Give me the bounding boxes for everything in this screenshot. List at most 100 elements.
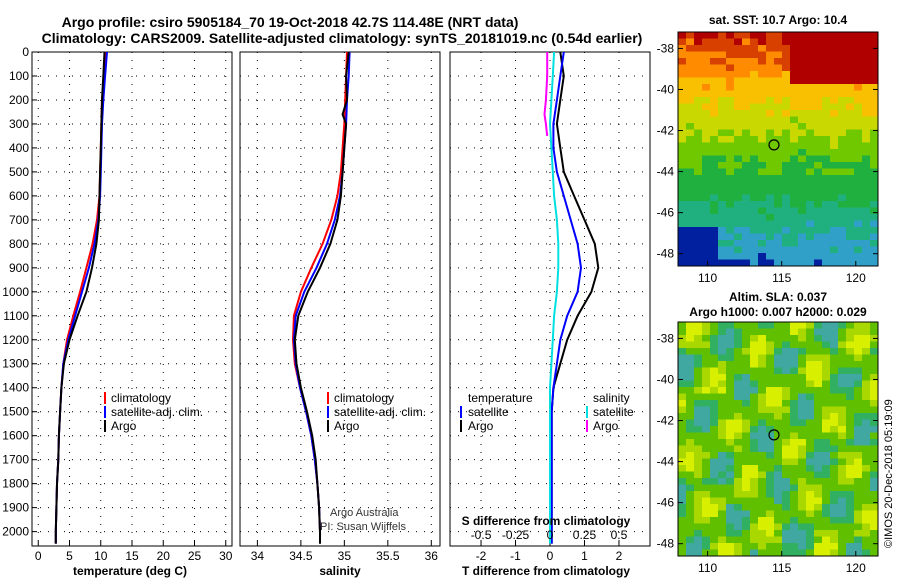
map-cell — [870, 188, 879, 195]
map-cell — [750, 536, 759, 544]
map-cell — [678, 452, 687, 459]
map-cell — [854, 348, 863, 355]
map-cell — [750, 439, 759, 446]
map-cell — [742, 201, 751, 208]
map-cell — [846, 465, 855, 472]
map-cell — [814, 393, 823, 401]
map-cell — [838, 220, 847, 228]
map-cell — [678, 341, 687, 349]
map-cell — [718, 484, 727, 492]
map-cell — [846, 77, 855, 85]
map-cell — [710, 497, 719, 505]
map-cell — [790, 523, 799, 531]
map-cell — [710, 400, 719, 407]
map-cell — [686, 439, 695, 446]
map-cell — [790, 246, 799, 254]
map-cell — [742, 322, 751, 329]
map-cell — [718, 458, 727, 466]
map-cell — [758, 149, 767, 156]
map-cell — [750, 181, 759, 189]
map-cell — [814, 335, 823, 342]
map-cell — [734, 71, 743, 78]
map-cell — [766, 510, 775, 518]
map-cell — [862, 484, 871, 492]
map-cell — [774, 361, 783, 368]
map-cell — [838, 142, 847, 150]
map-cell — [814, 168, 823, 176]
map-cell — [854, 188, 863, 195]
map-cell — [694, 253, 703, 260]
map-cell — [806, 97, 815, 104]
map-cell — [854, 341, 863, 349]
map-cell — [798, 45, 807, 52]
map-cell — [822, 406, 831, 414]
map-cell — [814, 380, 823, 388]
map-cell — [854, 393, 863, 401]
map-cell — [782, 439, 791, 446]
map-cell — [798, 97, 807, 104]
map-cell — [790, 458, 799, 466]
map-cell — [742, 328, 751, 336]
map-cell — [702, 361, 711, 368]
map-cell — [726, 240, 735, 247]
map-cell — [854, 97, 863, 104]
map-cell — [854, 77, 863, 85]
map-cell — [782, 543, 791, 550]
map-cell — [870, 227, 879, 234]
map-cell — [678, 354, 687, 362]
map-cell — [870, 341, 879, 349]
map-cell — [822, 491, 831, 498]
map-cell — [758, 517, 767, 524]
map-cell — [750, 77, 759, 85]
map-cell — [734, 549, 743, 557]
map-cell — [710, 38, 719, 46]
map-cell — [830, 116, 839, 124]
map-cell — [710, 426, 719, 433]
map-cell — [734, 458, 743, 466]
map-cell — [854, 517, 863, 524]
map-cell — [702, 432, 711, 440]
map-cell — [846, 227, 855, 234]
map-cell — [798, 341, 807, 349]
map-cell — [814, 207, 823, 215]
map-cell — [862, 471, 871, 479]
map-cell — [718, 194, 727, 202]
map-cell — [710, 64, 719, 72]
map-cell — [726, 77, 735, 85]
map-cell — [758, 194, 767, 202]
sst-map-frame — [677, 31, 879, 267]
map-cell — [766, 136, 775, 143]
map-cell — [782, 103, 791, 111]
map-cell — [710, 341, 719, 349]
map-cell — [726, 536, 735, 544]
map-cell — [766, 214, 775, 221]
map-cell — [822, 84, 831, 91]
map-cell — [774, 214, 783, 221]
map-cell — [774, 155, 783, 163]
map-cell — [854, 51, 863, 59]
map-cell — [766, 348, 775, 355]
map-cell — [838, 439, 847, 446]
map-cell — [790, 253, 799, 260]
map-cell — [750, 90, 759, 98]
map-cell — [854, 484, 863, 492]
map-cell — [814, 406, 823, 414]
map-cell — [830, 175, 839, 182]
map-cell — [814, 504, 823, 511]
map-cell — [702, 471, 711, 479]
map-cell — [782, 116, 791, 124]
map-cell — [718, 110, 727, 117]
map-cell — [814, 110, 823, 117]
map-cell — [774, 367, 783, 375]
map-cell — [694, 393, 703, 401]
map-cell — [686, 246, 695, 254]
map-cell — [766, 458, 775, 466]
map-cell — [726, 504, 735, 511]
map-cell — [758, 452, 767, 459]
map-cell — [766, 181, 775, 189]
map-cell — [774, 348, 783, 355]
map-cell — [822, 419, 831, 427]
map-cell — [718, 116, 727, 124]
map-cell — [814, 413, 823, 420]
map-cell — [718, 136, 727, 143]
